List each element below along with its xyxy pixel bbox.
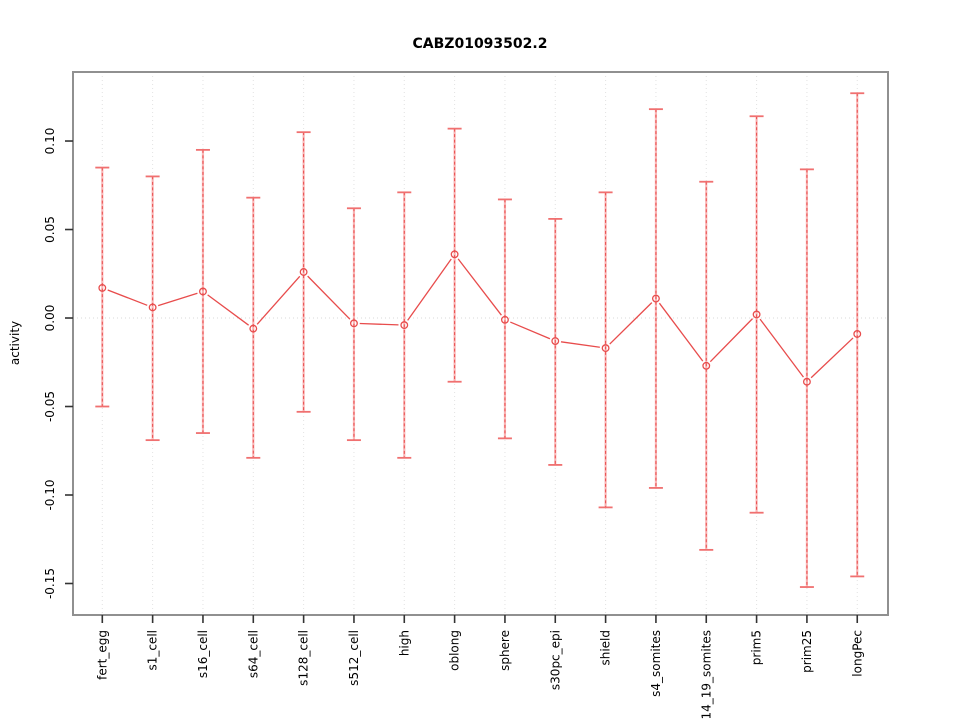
y-axis-tick-label: -0.15 — [43, 568, 57, 599]
y-axis-tick-label: -0.10 — [43, 479, 57, 510]
data-point-circle — [601, 344, 610, 353]
x-axis-tick-label: prim5 — [750, 630, 764, 665]
series-segment — [157, 292, 198, 307]
x-axis-tick-label: s4_somites — [649, 630, 663, 697]
series-segment — [256, 275, 301, 325]
x-axis-tick-label: prim25 — [800, 630, 814, 673]
chart-title: CABZ01093502.2 — [413, 36, 548, 52]
data-point-circle — [551, 337, 560, 345]
y-axis-label: activity — [8, 321, 22, 365]
series-segment — [457, 258, 502, 316]
y-axis-tick-label: 0.00 — [43, 305, 57, 332]
y-axis-tick-label: 0.05 — [43, 216, 57, 243]
x-axis-tick-label: s512_cell — [347, 630, 361, 686]
x-axis-tick-label: s14_19_somites — [699, 630, 713, 720]
x-axis-tick-label: s16_cell — [196, 630, 210, 678]
data-point-circle — [802, 377, 811, 386]
x-axis-tick-label: s1_cell — [146, 630, 160, 671]
data-point-circle — [450, 250, 459, 259]
axes-layer: 0.10 0.05 0.00 -0.05 -0.10 -0.15 fert_egg s1_ce… — [43, 71, 889, 720]
series-segment — [407, 258, 452, 321]
x-axis-tick-label: longPec — [850, 630, 864, 677]
data-point-circle — [148, 303, 157, 312]
series-segment — [107, 289, 148, 306]
x-axis-tick-label: s30pc_epi — [548, 630, 562, 690]
y-axis-tick-label: -0.05 — [43, 391, 57, 422]
data-point-circle — [702, 361, 711, 370]
series-segment — [759, 318, 804, 378]
x-axis-tick-label: s128_cell — [297, 630, 311, 686]
series-segment — [560, 341, 600, 348]
data-point-circle — [98, 283, 107, 292]
data-point-circle — [350, 319, 358, 328]
data-layer — [95, 92, 865, 588]
data-point-circle — [249, 324, 258, 333]
series-segment — [510, 321, 551, 340]
x-axis-tick-label: s64_cell — [246, 630, 260, 678]
x-axis-tick-label: fert_egg — [95, 630, 109, 680]
data-point-circle — [651, 294, 660, 303]
series-segment — [810, 337, 854, 379]
data-point-circle — [400, 321, 409, 330]
series-segment — [709, 318, 753, 363]
series-segment — [359, 322, 399, 326]
grid-layer — [73, 72, 888, 615]
data-point-circle — [752, 310, 761, 319]
x-axis-tick-label: oblong — [448, 630, 462, 671]
data-point-circle — [853, 329, 862, 338]
series-segment — [307, 275, 351, 320]
data-point-circle — [500, 315, 509, 324]
series-segment — [609, 302, 653, 345]
plot-border — [72, 71, 889, 616]
series-segment — [658, 302, 704, 362]
data-point-circle — [299, 268, 308, 276]
series-segment — [207, 294, 250, 326]
x-axis-tick-label: high — [397, 630, 411, 656]
data-point-circle — [199, 287, 207, 296]
y-axis-tick-label: 0.10 — [43, 128, 57, 155]
x-axis-tick-label: sphere — [498, 630, 512, 671]
x-axis-tick-label: shield — [599, 630, 613, 666]
